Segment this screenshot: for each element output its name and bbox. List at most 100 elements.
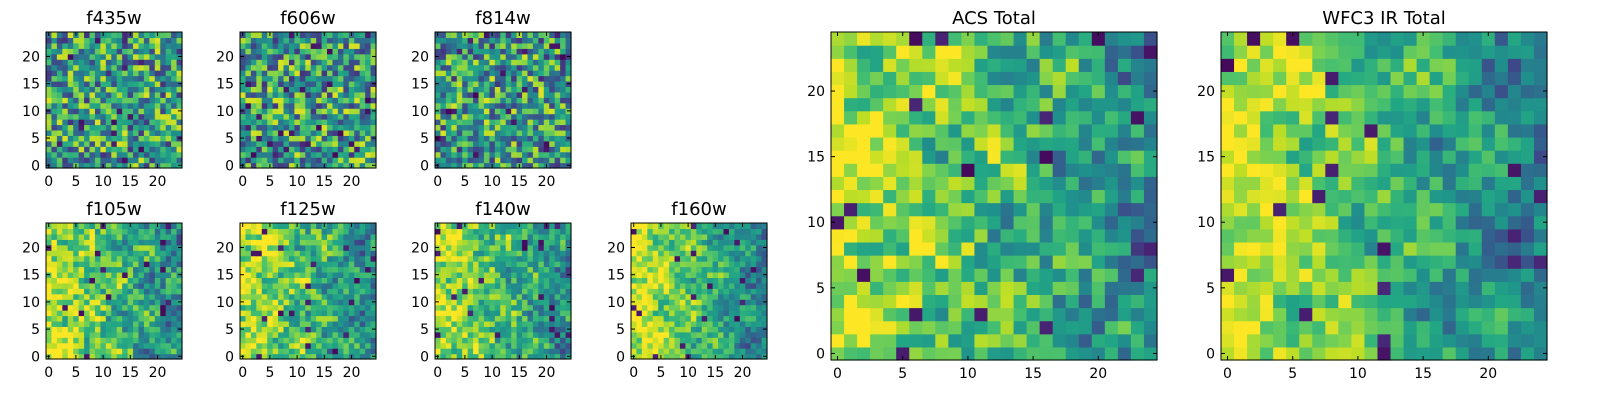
heatmap-cell (669, 239, 676, 246)
heatmap-cell (543, 37, 550, 44)
heatmap-cell (538, 157, 545, 164)
heatmap-cell (1117, 241, 1132, 256)
heatmap-cell (250, 48, 257, 55)
heatmap-cell (154, 129, 161, 136)
heatmap-cell (652, 282, 659, 289)
heatmap-cell (462, 53, 469, 60)
heatmap-cell (701, 271, 708, 278)
heatmap-cell (478, 266, 485, 273)
heatmap-cell (138, 53, 145, 60)
heatmap-cell (256, 157, 263, 164)
heatmap-cell (473, 70, 480, 77)
heatmap-cell (294, 86, 301, 93)
heatmap-cell (267, 228, 274, 235)
heatmap-cell (111, 108, 118, 115)
heatmap-cell (294, 282, 301, 289)
heatmap-cell (565, 37, 572, 44)
heatmap-cell (451, 353, 458, 360)
heatmap-cell (750, 266, 757, 273)
heatmap-cell (467, 151, 474, 158)
heatmap-cell (127, 239, 134, 246)
heatmap-cell (111, 282, 118, 289)
heatmap-cell (89, 299, 96, 306)
heatmap-cell (690, 299, 697, 306)
heatmap-cell (327, 239, 334, 246)
heatmap-cell (149, 353, 156, 360)
heatmap-cell (143, 288, 150, 295)
heatmap-cell (554, 266, 561, 273)
heatmap-cell (451, 304, 458, 311)
heatmap-cell (359, 271, 366, 278)
heatmap-cell (56, 113, 63, 120)
heatmap-cell (337, 299, 344, 306)
heatmap-cell (116, 97, 123, 104)
heatmap-cell (549, 162, 556, 169)
heatmap-cell (105, 119, 112, 126)
heatmap-cell (478, 293, 485, 300)
heatmap-cell (489, 304, 496, 311)
heatmap-cell (483, 271, 490, 278)
heatmap-cell (359, 282, 366, 289)
heatmap-cell (494, 102, 501, 109)
heatmap-cell (278, 304, 285, 311)
y-tick-label: 10 (22, 104, 40, 120)
heatmap-cell (1000, 268, 1015, 282)
heatmap-cell (527, 244, 534, 251)
heatmap-cell (707, 223, 714, 230)
heatmap-cell (337, 157, 344, 164)
heatmap-cell (451, 140, 458, 147)
heatmap-cell (500, 146, 507, 153)
heatmap-cell (948, 176, 962, 191)
heatmap-cell (935, 150, 949, 164)
heatmap-cell (483, 151, 490, 158)
heatmap-cell (1091, 255, 1106, 269)
heatmap-cell (712, 299, 719, 306)
heatmap-cell (89, 304, 96, 311)
heatmap-cell (316, 162, 323, 169)
heatmap-cell (56, 342, 63, 349)
heatmap-cell (143, 261, 150, 268)
heatmap-cell (310, 42, 317, 49)
heatmap-cell (89, 244, 96, 251)
heatmap-cell (278, 331, 285, 338)
heatmap-cell (327, 70, 334, 77)
heatmap-cell (761, 342, 768, 349)
heatmap-cell (73, 37, 80, 44)
heatmap-cell (734, 271, 741, 278)
heatmap-cell (171, 255, 178, 262)
heatmap-cell (669, 255, 676, 262)
heatmap-cell (560, 91, 567, 98)
heatmap-cell (527, 342, 534, 349)
heatmap-cell (500, 266, 507, 273)
heatmap-cell (756, 266, 763, 273)
heatmap-cell (707, 293, 714, 300)
heatmap-cell (310, 326, 317, 333)
heatmap-cell (658, 320, 665, 327)
heatmap-cell (359, 48, 366, 55)
heatmap-cell (332, 42, 339, 49)
heatmap-cell (516, 293, 523, 300)
heatmap-cell (543, 75, 550, 82)
heatmap-cell (94, 151, 101, 158)
heatmap-cell (1104, 228, 1119, 243)
heatmap-cell (176, 223, 183, 230)
heatmap-cell (133, 140, 140, 147)
heatmap-cell (500, 129, 507, 136)
heatmap-cell (46, 331, 53, 338)
heatmap-cell (500, 320, 507, 327)
heatmap-cell (483, 70, 490, 77)
heatmap-cell (78, 129, 85, 136)
heatmap-cell (348, 228, 355, 235)
heatmap-cell (89, 91, 96, 98)
heatmap-cell (73, 75, 80, 82)
heatmap-cell (165, 250, 172, 257)
heatmap-cell (51, 64, 58, 71)
heatmap-cell (1130, 189, 1145, 204)
heatmap-cell (1130, 268, 1145, 282)
heatmap-cell (554, 233, 561, 240)
heatmap-cell (560, 151, 567, 158)
y-tick-label: 20 (607, 240, 625, 256)
heatmap-cell (165, 288, 172, 295)
heatmap-cell (445, 353, 452, 360)
heatmap-cell (160, 64, 167, 71)
